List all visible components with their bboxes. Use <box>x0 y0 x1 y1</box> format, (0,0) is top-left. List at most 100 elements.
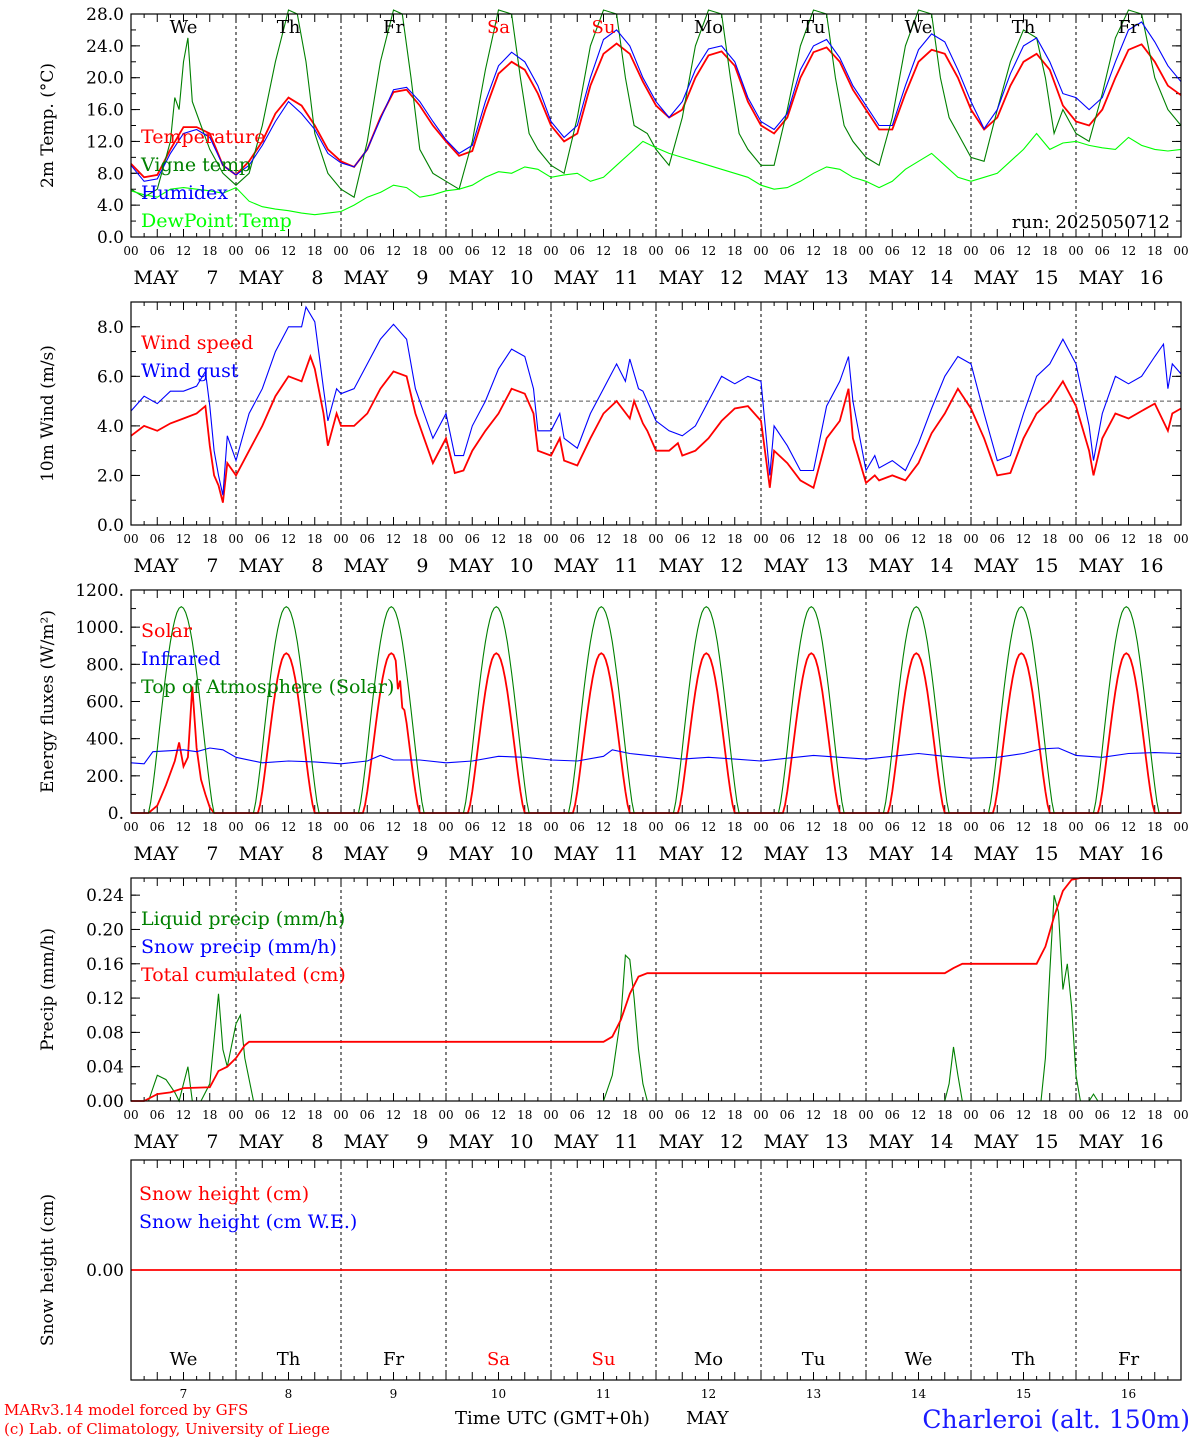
day-number-label: 12 <box>719 1131 743 1153</box>
hour-tick-label: 12 <box>806 820 821 834</box>
month-label: MAY <box>449 555 494 577</box>
hour-tick-label: 12 <box>1121 1108 1136 1122</box>
day-number-label: 8 <box>311 555 323 577</box>
day-number-label: 10 <box>509 267 533 289</box>
hour-tick-label: 12 <box>386 244 401 258</box>
hour-tick-label: 00 <box>753 1108 768 1122</box>
hour-tick-label: 00 <box>1068 1108 1083 1122</box>
meteogram-panels: 0.0 4.0 8.0 12.0 16.0 20.0 24.0 28.0 2m Temp. (°… <box>38 5 1189 1401</box>
weekday-label: Th <box>1012 17 1036 38</box>
series-line-infrared <box>130 747 1182 765</box>
hour-tick-label: 00 <box>543 532 558 546</box>
weekday-label: Su <box>592 17 616 38</box>
series-line-humidex <box>130 21 1182 182</box>
y-tick-label: 400. <box>86 730 124 750</box>
hour-tick-label: 12 <box>386 1108 401 1122</box>
hour-tick-label: 06 <box>1095 244 1110 258</box>
panel-frame <box>130 13 1182 238</box>
weekday-label: Mo <box>694 17 723 38</box>
hour-tick-label: 00 <box>963 244 978 258</box>
hour-tick-label: 00 <box>648 820 663 834</box>
month-label: MAY <box>239 555 284 577</box>
y-axis-label: 2m Temp. (°C) <box>38 63 58 188</box>
hour-tick-label: 12 <box>176 532 191 546</box>
month-label: MAY <box>974 555 1019 577</box>
month-label: MAY <box>764 267 809 289</box>
hour-tick-label: 18 <box>307 1108 322 1122</box>
weekday-label: Sa <box>487 1349 510 1370</box>
series-line-vigne-temp <box>130 9 1182 199</box>
month-label: MAY <box>344 1131 389 1153</box>
panel-3: 0. 200. 400. 600. 800. 1000. 1200. Energy fluxe… <box>38 581 1189 865</box>
hour-tick-label: 00 <box>648 1108 663 1122</box>
run-label: run: 2025050712 <box>1012 212 1170 233</box>
hour-tick-label: 06 <box>465 244 480 258</box>
hour-tick-label: 06 <box>255 244 270 258</box>
month-label: MAY <box>659 843 704 865</box>
hour-tick-label: 18 <box>937 532 952 546</box>
y-tick-label: 800. <box>86 655 124 675</box>
hour-tick-label: 06 <box>360 1108 375 1122</box>
weekday-label: Th <box>277 17 301 38</box>
day-number-label: 7 <box>206 555 218 577</box>
hour-tick-label: 18 <box>1042 532 1057 546</box>
hour-tick-label: 18 <box>412 532 427 546</box>
hour-tick-label: 18 <box>307 244 322 258</box>
month-label: MAY <box>554 843 599 865</box>
day-number-label: 15 <box>1034 843 1058 865</box>
panel-frame <box>130 1159 1182 1381</box>
hour-tick-label: 06 <box>675 532 690 546</box>
hour-tick-label: 12 <box>491 820 506 834</box>
weekday-label: Fr <box>383 1349 404 1370</box>
hour-tick-label: 06 <box>990 244 1005 258</box>
day-number-label: 14 <box>929 843 953 865</box>
y-axis-label: Precip (mm/h) <box>38 928 58 1051</box>
y-tick-label: 8.0 <box>97 164 124 184</box>
weekday-label: We <box>905 1349 933 1370</box>
day-number-label: 15 <box>1016 1387 1031 1401</box>
hour-tick-label: 00 <box>1173 244 1188 258</box>
y-tick-label: 0.00 <box>86 1092 124 1112</box>
time-axis-label: Time UTC (GMT+0h) <box>455 1408 650 1429</box>
day-number-label: 12 <box>719 555 743 577</box>
hour-tick-label: 18 <box>1147 244 1162 258</box>
day-number-label: 13 <box>824 267 848 289</box>
hour-tick-label: 00 <box>963 820 978 834</box>
hour-tick-label: 12 <box>1016 820 1031 834</box>
hour-tick-label: 00 <box>963 532 978 546</box>
legend-entry: Total cumulated (cm) <box>141 964 346 986</box>
hour-tick-label: 06 <box>150 820 165 834</box>
hour-tick-label: 12 <box>596 532 611 546</box>
hour-tick-label: 00 <box>333 532 348 546</box>
hour-tick-label: 06 <box>885 1108 900 1122</box>
hour-tick-label: 12 <box>176 244 191 258</box>
hour-tick-label: 12 <box>386 820 401 834</box>
hour-tick-label: 06 <box>360 532 375 546</box>
month-label: MAY <box>659 267 704 289</box>
hour-tick-label: 12 <box>911 820 926 834</box>
hour-tick-label: 18 <box>412 1108 427 1122</box>
y-axis-label: Snow height (cm) <box>38 1194 58 1346</box>
month-label: MAY <box>239 1131 284 1153</box>
hour-tick-label: 00 <box>1068 532 1083 546</box>
day-number-label: 9 <box>416 1131 428 1153</box>
day-number-label: 15 <box>1034 267 1058 289</box>
hour-tick-label: 18 <box>937 820 952 834</box>
hour-tick-label: 12 <box>596 244 611 258</box>
weekday-label: Sa <box>487 17 510 38</box>
hour-tick-label: 00 <box>123 532 138 546</box>
y-tick-label: 0.08 <box>86 1023 124 1043</box>
hour-tick-label: 06 <box>465 532 480 546</box>
panel-5: 0.00 Snow height (cm) Snow height (cm) Snow… <box>38 1159 1182 1401</box>
hour-tick-label: 12 <box>806 532 821 546</box>
station-label: Charleroi (alt. 150m) <box>922 1405 1190 1434</box>
hour-tick-label: 06 <box>675 1108 690 1122</box>
weekday-label: Fr <box>383 17 404 38</box>
hour-tick-label: 12 <box>596 820 611 834</box>
weekday-label: Tu <box>802 17 826 38</box>
day-number-label: 16 <box>1139 555 1163 577</box>
day-number-label: 13 <box>806 1387 821 1401</box>
legend-entry: Wind gust <box>141 360 239 382</box>
month-label: MAY <box>239 267 284 289</box>
